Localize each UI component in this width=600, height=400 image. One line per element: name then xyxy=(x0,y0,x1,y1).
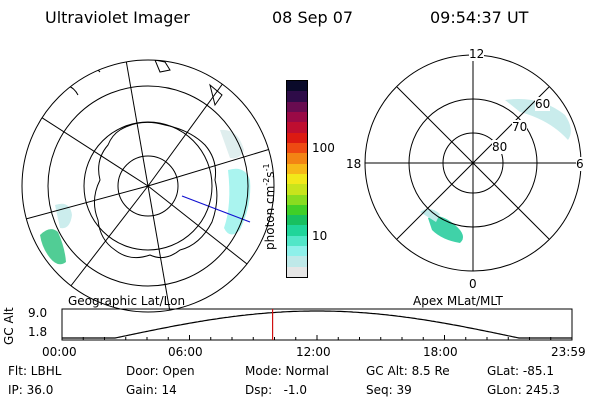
geographic-map-label: Geographic Lat/Lon xyxy=(68,294,186,308)
colorbar-segment xyxy=(287,215,307,226)
status-gc-alt: GC Alt: 8.5 Re xyxy=(366,364,450,378)
colorbar-segment xyxy=(287,194,307,205)
aurora-patch-mlt-night xyxy=(428,216,464,243)
aurora-patch-right xyxy=(224,168,251,235)
continent-outline xyxy=(94,121,218,259)
x-tick-0000: 00:00 xyxy=(42,345,77,359)
colorbar-segment xyxy=(287,101,307,112)
status-filter: Flt: LBHL xyxy=(8,364,62,378)
status-mode: Mode: Normal xyxy=(245,364,329,378)
status-glon: GLon: 245.3 xyxy=(487,383,560,397)
mlat-label-70: 70 xyxy=(512,120,528,134)
aurora-patch-right-upper xyxy=(220,129,244,159)
colorbar-segment xyxy=(287,266,307,277)
terminator-line xyxy=(181,195,251,223)
status-door: Door: Open xyxy=(126,364,195,378)
altitude-ymin: 1.8 xyxy=(28,325,48,339)
colorbar-segment xyxy=(287,173,307,185)
x-tick-0600: 06:00 xyxy=(168,345,203,359)
colorbar-segment xyxy=(287,153,307,164)
colorbar-segment xyxy=(287,235,307,247)
status-gain: Gain: 14 xyxy=(126,383,177,397)
aurora-patch-left xyxy=(40,229,66,265)
altitude-ymax: 9.0 xyxy=(28,306,48,320)
status-dsp: Dsp: -1.0 xyxy=(245,383,308,397)
mlat-label-60: 60 xyxy=(535,97,551,111)
observation-date: 08 Sep 07 xyxy=(272,8,354,27)
mlat-label-80: 80 xyxy=(492,140,508,154)
colorbar-segment xyxy=(287,225,307,236)
colorbar-segment xyxy=(287,81,307,92)
colorbar-segment xyxy=(287,112,307,123)
mlt-label-18: 18 xyxy=(346,157,362,171)
magnetic-map-label: Apex MLat/MLT xyxy=(413,294,503,308)
x-tick-2359: 23:59 xyxy=(551,345,586,359)
status-seq: Seq: 39 xyxy=(366,383,412,397)
colorbar-segment xyxy=(287,246,307,257)
colorbar-segment xyxy=(287,132,307,143)
colorbar-segment xyxy=(287,122,307,133)
x-tick-1200: 12:00 xyxy=(296,345,331,359)
colorbar xyxy=(286,80,308,278)
x-tick-1800: 18:00 xyxy=(423,345,458,359)
colorbar-segment xyxy=(287,142,307,154)
instrument-title: Ultraviolet Imager xyxy=(45,8,190,27)
status-glat: GLat: -85.1 xyxy=(487,364,554,378)
colorbar-segment xyxy=(287,163,307,174)
colorbar-segment xyxy=(287,256,307,267)
mlt-label-6: 6 xyxy=(576,157,584,171)
aurora-patch-mlt-dawn xyxy=(505,99,571,140)
observation-time: 09:54:37 UT xyxy=(430,8,529,27)
mlt-label-12: 12 xyxy=(469,47,485,61)
mlt-label-0: 0 xyxy=(469,277,477,291)
colorbar-segment xyxy=(287,204,307,216)
colorbar-tick-10: 10 xyxy=(312,229,328,243)
status-ip: IP: 36.0 xyxy=(8,383,54,397)
colorbar-segment xyxy=(287,91,307,102)
altitude-curve xyxy=(62,310,572,339)
colorbar-segment xyxy=(287,184,307,195)
colorbar-tick-100: 100 xyxy=(312,141,335,155)
